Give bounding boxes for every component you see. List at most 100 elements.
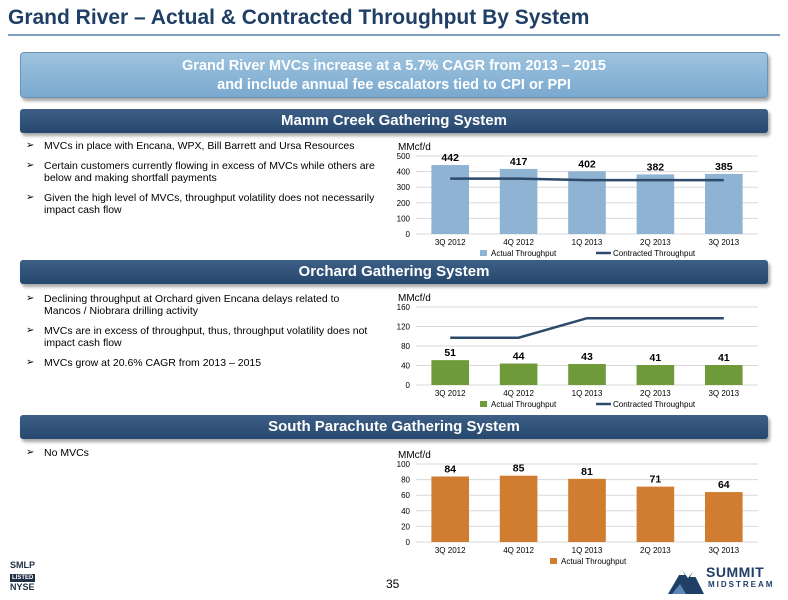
page-title: Grand River – Actual & Contracted Throug… — [8, 6, 590, 29]
y-axis-label: MMcf/d — [398, 450, 431, 461]
data-label: 41 — [650, 352, 662, 364]
bullet-list-south-parachute: No MVCs — [26, 447, 376, 467]
bar — [568, 478, 606, 542]
logo-text-smlp: SMLP — [10, 560, 36, 570]
data-label: 51 — [444, 347, 456, 359]
y-tick-label: 40 — [401, 507, 410, 516]
data-label: 382 — [647, 161, 665, 173]
y-axis-label: MMcf/d — [398, 142, 431, 153]
data-label: 71 — [650, 474, 662, 486]
data-label: 417 — [510, 156, 528, 168]
logo-text-summit: SUMMIT — [706, 564, 765, 580]
bar — [636, 365, 675, 385]
x-tick-label: 3Q 2012 — [435, 389, 466, 398]
chart-svg: MMcf/d 0 40 80 120 160 51 44 43 41 41 3Q 2012 4Q 201… — [397, 293, 758, 409]
logo-text-midstream: MIDSTREAM — [708, 580, 775, 589]
bullet-item: MVCs in place with Encana, WPX, Bill Bar… — [26, 140, 376, 152]
y-tick-label: 80 — [401, 476, 410, 485]
y-tick-label: 120 — [397, 323, 411, 332]
nyse-listed-logo: SMLP LISTED NYSE — [10, 560, 50, 593]
section-header-south-parachute: South Parachute Gathering System — [20, 415, 768, 439]
y-tick-label: 60 — [401, 491, 410, 500]
series-line — [450, 316, 724, 339]
bar — [704, 365, 743, 385]
y-tick-label: 160 — [397, 303, 411, 312]
logo-text-listed: LISTED — [10, 574, 36, 582]
legend-label: Actual Throughput — [491, 400, 557, 409]
logo-text-nyse: NYSE — [10, 582, 35, 592]
y-tick-label: 300 — [397, 183, 411, 192]
data-label: 64 — [718, 479, 730, 491]
chart-orchard: MMcf/d 0 40 80 120 160 51 44 43 41 41 3Q 2012 4Q 201… — [380, 289, 768, 416]
x-tick-label: 2Q 2013 — [640, 389, 671, 398]
mountain-logo-icon — [668, 570, 704, 594]
bar — [568, 171, 606, 234]
bar — [499, 363, 538, 385]
y-tick-label: 100 — [397, 214, 411, 223]
bullet-item: No MVCs — [26, 447, 376, 459]
bullet-item: Certain customers currently flowing in e… — [26, 160, 376, 184]
legend-swatch — [550, 558, 557, 564]
x-tick-label: 1Q 2013 — [572, 389, 603, 398]
x-tick-label: 4Q 2012 — [503, 389, 534, 398]
bar — [499, 475, 538, 542]
y-tick-label: 200 — [397, 199, 411, 208]
bullet-item: Declining throughput at Orchard given En… — [26, 293, 376, 317]
y-axis-label: MMcf/d — [398, 293, 431, 304]
bar — [431, 476, 470, 542]
y-tick-label: 500 — [397, 152, 411, 161]
y-tick-label: 40 — [401, 362, 410, 371]
title-divider — [8, 34, 780, 36]
bullet-item: Given the high level of MVCs, throughput… — [26, 192, 376, 216]
bullet-list-orchard: Declining throughput at Orchard given En… — [26, 293, 376, 377]
summit-midstream-logo: SUMMIT MIDSTREAM — [666, 560, 782, 596]
chart-mamm-creek: MMcf/d 0 100 200 300 400 500 442 417 402 382 385 3Q … — [380, 138, 768, 265]
data-label: 442 — [441, 152, 459, 164]
y-tick-label: 0 — [406, 230, 411, 239]
data-label: 81 — [581, 466, 593, 478]
x-tick-label: 3Q 2012 — [435, 238, 466, 247]
y-tick-label: 80 — [401, 342, 410, 351]
legend-label: Actual Throughput — [561, 557, 627, 566]
bar — [636, 486, 675, 542]
legend-label: Contracted Throughput — [613, 249, 696, 258]
data-label: 385 — [715, 161, 733, 173]
y-tick-label: 0 — [406, 538, 411, 547]
x-tick-label: 3Q 2013 — [708, 546, 739, 555]
x-tick-label: 1Q 2013 — [572, 546, 603, 555]
data-label: 43 — [581, 351, 593, 363]
legend-swatch — [480, 250, 487, 256]
bar — [704, 492, 743, 542]
chart-south-parachute: MMcf/d 0 20 40 60 80 100 84 85 81 71 64 3Q 2012 4Q 20… — [380, 446, 768, 573]
banner-line-1: Grand River MVCs increase at a 5.7% CAGR… — [182, 58, 606, 74]
page-number: 35 — [386, 577, 400, 591]
bar — [431, 165, 470, 234]
x-tick-label: 2Q 2013 — [640, 546, 671, 555]
x-tick-label: 4Q 2012 — [503, 546, 534, 555]
chart-svg: MMcf/d 0 100 200 300 400 500 442 417 402 382 385 3Q … — [397, 142, 758, 258]
chart-svg: MMcf/d 0 20 40 60 80 100 84 85 81 71 64 3Q 2012 4Q 20… — [397, 450, 758, 566]
data-label: 41 — [718, 352, 730, 364]
bullet-list-mamm-creek: MVCs in place with Encana, WPX, Bill Bar… — [26, 140, 376, 224]
data-label: 402 — [578, 158, 596, 170]
x-tick-label: 1Q 2013 — [572, 238, 603, 247]
y-tick-label: 100 — [397, 460, 411, 469]
bar — [704, 173, 743, 234]
data-label: 84 — [444, 463, 456, 475]
x-tick-label: 2Q 2013 — [640, 238, 671, 247]
bullet-item: MVCs are in excess of throughput, thus, … — [26, 325, 376, 349]
x-tick-label: 3Q 2012 — [435, 546, 466, 555]
series-line — [450, 177, 724, 182]
bar — [636, 174, 675, 234]
banner-line-2: and include annual fee escalators tied t… — [217, 77, 571, 93]
bar — [568, 364, 606, 385]
section-header-mamm-creek: Mamm Creek Gathering System — [20, 109, 768, 133]
legend-swatch — [480, 401, 487, 407]
y-tick-label: 0 — [406, 381, 411, 390]
data-label: 85 — [513, 463, 525, 475]
legend-label: Contracted Throughput — [613, 400, 696, 409]
x-tick-label: 4Q 2012 — [503, 238, 534, 247]
bar — [431, 360, 470, 385]
legend-label: Actual Throughput — [491, 249, 557, 258]
x-tick-label: 3Q 2013 — [708, 389, 739, 398]
